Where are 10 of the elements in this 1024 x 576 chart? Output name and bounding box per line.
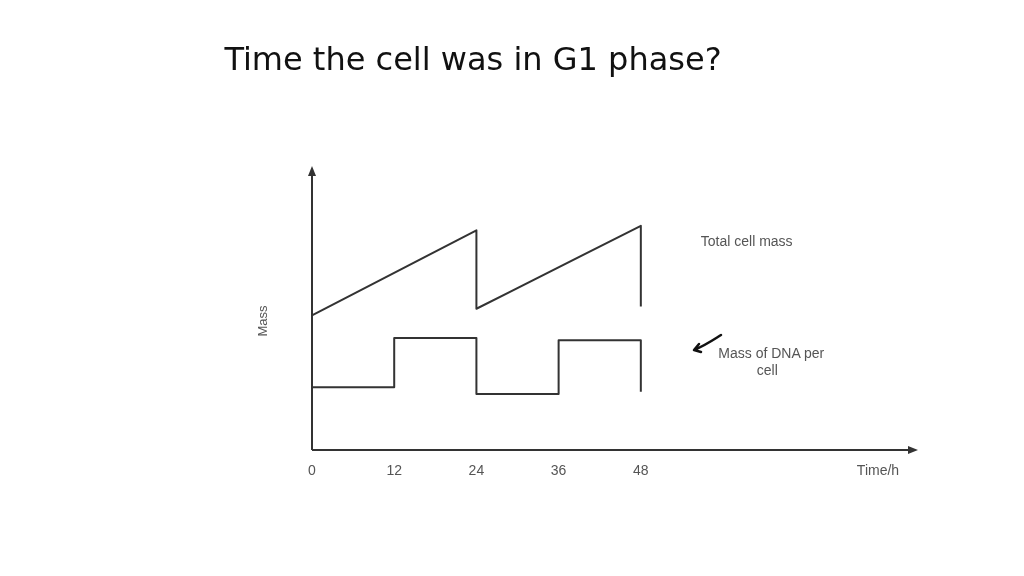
x-tick-label: 24 [468,462,485,478]
text: Mass of DNA per cell [718,344,825,378]
x-tick-label: 0 [308,462,317,478]
x-tick-label: 48 [633,462,649,478]
x-tick-label: 36 [550,462,567,478]
x-axis-title: Time/h [856,462,900,478]
y-axis-title: Mass [255,304,270,337]
text: Total cell mass [700,232,793,249]
chart-title: Time the cell was in G1 phase? [223,40,722,78]
x-tick-label: 12 [386,462,403,478]
